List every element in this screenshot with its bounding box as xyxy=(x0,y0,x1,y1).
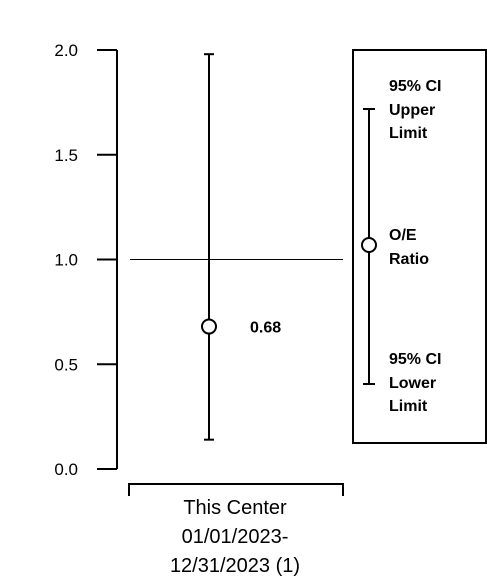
category-label-line-3: 12/31/2023 (1) xyxy=(170,555,300,577)
legend-middle-line-2: Ratio xyxy=(389,251,429,268)
y-axis-ticks: 0.0 0.5 1.0 1.5 2.0 xyxy=(54,41,117,479)
error-bar xyxy=(204,53,214,441)
category-bracket xyxy=(128,483,344,496)
legend-upper-line-1: 95% CI xyxy=(389,78,441,95)
legend-upper-line-3: Limit xyxy=(389,125,428,142)
legend-lower-line-3: Limit xyxy=(389,398,428,415)
y-tick-label: 0.0 xyxy=(54,460,78,479)
legend-lower-line-1: 95% CI xyxy=(389,351,441,368)
y-tick-label: 2.0 xyxy=(54,41,78,60)
legend-point-symbol xyxy=(361,237,377,253)
legend-middle-line-1: O/E xyxy=(389,227,417,244)
category-label-line-1: This Center xyxy=(183,497,287,519)
y-tick-label: 1.0 xyxy=(54,251,78,270)
legend-lower-line-2: Lower xyxy=(389,375,436,392)
oe-value-label: 0.68 xyxy=(250,320,281,337)
category-label-line-2: 01/01/2023- xyxy=(182,526,289,548)
y-tick-label: 1.5 xyxy=(54,146,78,165)
legend-upper-line-2: Upper xyxy=(389,102,435,119)
oe-point xyxy=(201,318,217,335)
y-tick-label: 0.5 xyxy=(54,355,78,374)
legend-box xyxy=(352,49,487,444)
